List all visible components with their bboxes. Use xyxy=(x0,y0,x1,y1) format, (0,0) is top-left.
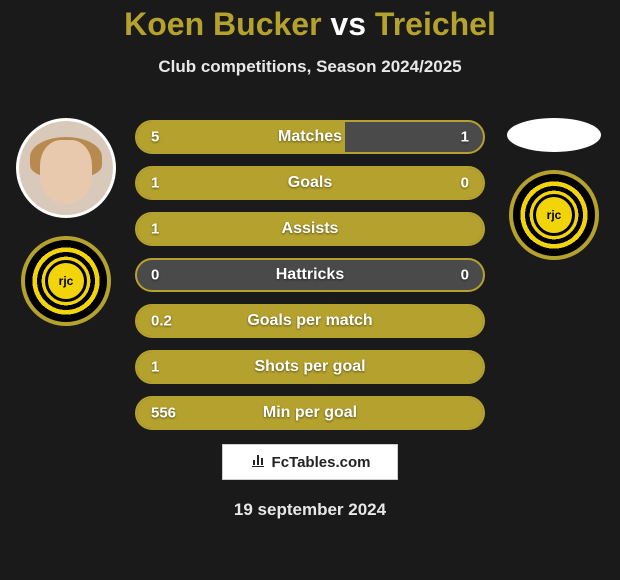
club-abbr-label: rjc xyxy=(547,208,562,222)
stat-label: Shots per goal xyxy=(137,358,483,376)
player2-name: Treichel xyxy=(375,6,496,42)
stat-bar: 10Goals xyxy=(135,166,485,200)
avatar-face-shape xyxy=(40,140,92,204)
club-abbr-label: rjc xyxy=(59,274,74,288)
player2-avatar-placeholder xyxy=(507,118,601,152)
player1-avatar xyxy=(16,118,116,218)
stat-label: Matches xyxy=(137,128,483,146)
vs-text: vs xyxy=(330,6,366,42)
stat-bar: 51Matches xyxy=(135,120,485,154)
stat-bar: 00Hattricks xyxy=(135,258,485,292)
left-avatars: rjc xyxy=(6,118,126,326)
branding-badge[interactable]: FcTables.com xyxy=(222,444,398,480)
stat-label: Hattricks xyxy=(137,266,483,284)
page-title: Koen Bucker vs Treichel xyxy=(0,0,620,43)
subtitle: Club competitions, Season 2024/2025 xyxy=(0,57,620,77)
right-avatars: rjc xyxy=(494,118,614,260)
stat-label: Assists xyxy=(137,220,483,238)
stat-label: Goals xyxy=(137,174,483,192)
date-stamp: 19 september 2024 xyxy=(0,500,620,520)
stat-bars-container: 51Matches 10Goals 1Assists 00Hattricks 0.2Go… xyxy=(135,120,485,442)
stat-bar: 1Shots per goal xyxy=(135,350,485,384)
branding-text: FcTables.com xyxy=(272,454,371,471)
player1-club-badge: rjc xyxy=(21,236,111,326)
stat-bar: 1Assists xyxy=(135,212,485,246)
stat-bar: 0.2Goals per match xyxy=(135,304,485,338)
stat-label: Min per goal xyxy=(137,404,483,422)
player1-name: Koen Bucker xyxy=(124,6,321,42)
stat-bar: 556Min per goal xyxy=(135,396,485,430)
stat-label: Goals per match xyxy=(137,312,483,330)
chart-icon xyxy=(250,452,266,472)
player2-club-badge: rjc xyxy=(509,170,599,260)
